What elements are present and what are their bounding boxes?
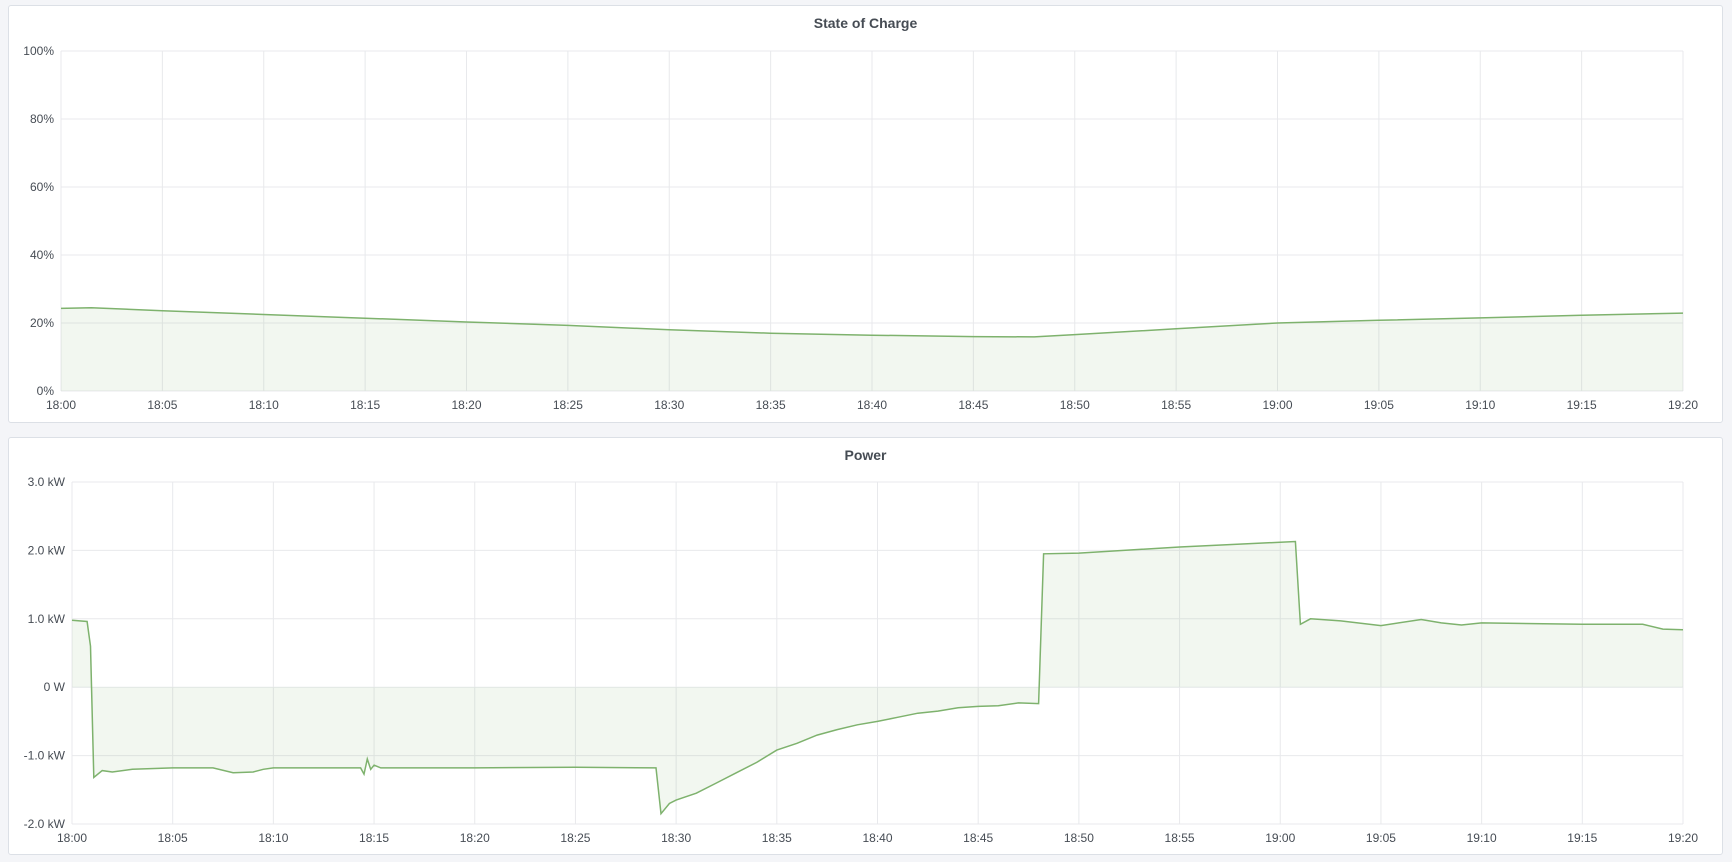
x-tick-label: 18:45	[958, 398, 988, 412]
x-tick-label: 19:05	[1364, 398, 1394, 412]
x-tick-label: 19:10	[1467, 831, 1497, 845]
x-tick-label: 18:50	[1064, 831, 1094, 845]
x-tick-label: 18:05	[147, 398, 177, 412]
y-tick-label: 80%	[30, 112, 54, 126]
y-tick-label: 1.0 kW	[28, 612, 66, 626]
series-area	[72, 541, 1683, 814]
y-tick-label: 0%	[37, 384, 55, 398]
x-tick-label: 18:55	[1161, 398, 1191, 412]
x-tick-label: 18:25	[553, 398, 583, 412]
x-tick-label: 18:10	[249, 398, 279, 412]
power-chart: -2.0 kW -1.0 kW 0 W 1.0 kW 2.0 kW 3.0 kW 18:00…	[24, 475, 1699, 845]
x-tick-label: 18:40	[857, 398, 887, 412]
y-tick-label: 100%	[23, 44, 54, 58]
y-tick-label: 0 W	[44, 680, 66, 694]
x-tick-label: 18:15	[359, 831, 389, 845]
x-tick-label: 18:50	[1060, 398, 1090, 412]
state-of-charge-panel: State of Charge 0% 20% 40% 60% 80% 100% 18:00 1…	[8, 5, 1723, 423]
x-tick-label: 19:05	[1366, 831, 1396, 845]
x-tick-label: 18:15	[350, 398, 380, 412]
series-area	[61, 307, 1683, 391]
x-tick-label: 19:00	[1265, 831, 1295, 845]
x-tick-label: 18:20	[451, 398, 481, 412]
x-tick-label: 18:10	[258, 831, 288, 845]
panel-title[interactable]: Power	[844, 447, 887, 463]
x-tick-label: 18:00	[57, 831, 87, 845]
x-tick-label: 18:40	[862, 831, 892, 845]
x-tick-label: 18:05	[158, 831, 188, 845]
x-tick-label: 18:00	[46, 398, 76, 412]
x-tick-label: 19:20	[1668, 398, 1698, 412]
y-tick-label: 40%	[30, 248, 54, 262]
y-tick-label: 3.0 kW	[28, 475, 66, 489]
x-tick-label: 19:15	[1567, 831, 1597, 845]
x-tick-label: 18:30	[661, 831, 691, 845]
x-tick-label: 18:55	[1165, 831, 1195, 845]
y-tick-label: 20%	[30, 316, 54, 330]
series-line	[60, 306, 1684, 338]
x-tick-label: 19:20	[1668, 831, 1698, 845]
x-tick-label: 18:20	[460, 831, 490, 845]
power-panel: Power -2.0 kW -1.0 kW 0 W 1.0 kW 2.0 kW 3.0 k…	[8, 437, 1723, 855]
x-tick-label: 19:10	[1465, 398, 1495, 412]
y-tick-label: -1.0 kW	[24, 749, 66, 763]
x-tick-label: 19:00	[1262, 398, 1292, 412]
y-tick-label: -2.0 kW	[24, 817, 66, 831]
y-tick-label: 60%	[30, 180, 54, 194]
x-tick-label: 18:35	[762, 831, 792, 845]
y-tick-label: 2.0 kW	[28, 543, 66, 557]
x-tick-label: 18:35	[756, 398, 786, 412]
state-of-charge-chart: 0% 20% 40% 60% 80% 100% 18:00 18:05 18:10 18:15 18…	[23, 44, 1698, 412]
panel-title[interactable]: State of Charge	[813, 15, 918, 31]
x-tick-label: 18:30	[654, 398, 684, 412]
series-line	[71, 540, 1684, 816]
x-tick-label: 19:15	[1567, 398, 1597, 412]
x-tick-label: 18:45	[963, 831, 993, 845]
x-tick-label: 18:25	[560, 831, 590, 845]
